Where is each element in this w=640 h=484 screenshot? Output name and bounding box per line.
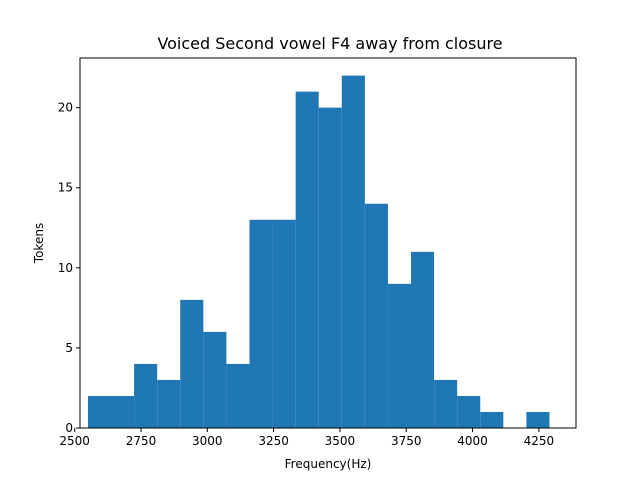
histogram-bar — [457, 395, 481, 428]
y-tick-label: 15 — [58, 181, 73, 195]
x-tick-label: 3500 — [325, 434, 356, 448]
chart-title: Voiced Second vowel F4 away from closure — [157, 34, 502, 53]
x-tick-label: 4250 — [524, 434, 555, 448]
x-axis-label: Frequency(Hz) — [285, 457, 372, 471]
y-tick-label: 0 — [65, 421, 73, 435]
x-tick-label: 3250 — [258, 434, 289, 448]
y-tick-label: 5 — [65, 341, 73, 355]
histogram-bar — [341, 75, 365, 428]
y-axis-ticks: 0 5 10 15 20 — [58, 101, 80, 435]
histogram-bar — [87, 395, 112, 428]
bars-group — [87, 75, 550, 429]
x-axis-ticks: 2500 2750 3000 3250 3500 3750 4000 4250 — [59, 428, 554, 448]
histogram-bar — [249, 219, 273, 428]
histogram-bar — [111, 395, 135, 428]
y-tick-label: 10 — [58, 261, 73, 275]
x-tick-label: 2500 — [59, 434, 90, 448]
histogram-bar — [526, 411, 550, 428]
y-axis-label: Tokens — [32, 223, 46, 264]
histogram-bar — [411, 251, 435, 428]
histogram-bar — [364, 203, 388, 428]
histogram-bar — [180, 299, 204, 428]
histogram-bar — [434, 379, 458, 428]
histogram-bar — [480, 411, 504, 428]
histogram-bar — [157, 379, 181, 428]
histogram-bar — [318, 107, 342, 428]
histogram-bar — [387, 283, 412, 428]
histogram-bar — [203, 331, 227, 428]
histogram-bar — [134, 363, 158, 428]
histogram-bar — [226, 363, 250, 428]
x-tick-label: 3000 — [192, 434, 223, 448]
x-tick-label: 3750 — [391, 434, 422, 448]
x-tick-label: 2750 — [126, 434, 157, 448]
y-tick-label: 20 — [58, 101, 73, 115]
histogram-bar — [295, 91, 319, 429]
histogram-bar — [272, 219, 296, 428]
plot-area-frame — [79, 57, 577, 429]
x-tick-label: 4000 — [457, 434, 488, 448]
